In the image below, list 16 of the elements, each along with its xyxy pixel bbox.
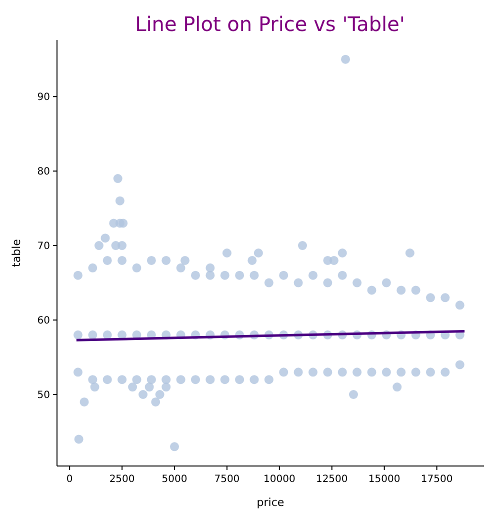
y-tick-label: 80 <box>37 166 50 178</box>
x-tick-label: 12500 <box>316 474 348 485</box>
x-tick-label: 15000 <box>368 474 400 485</box>
x-tick-label: 0 <box>66 474 73 485</box>
y-tick-label: 90 <box>37 92 50 104</box>
x-tick-label: 2500 <box>109 474 135 485</box>
x-tick-label: 7500 <box>214 474 240 485</box>
y-tick-label: 50 <box>37 390 50 402</box>
chart-title: Line Plot on Price vs 'Table' <box>135 12 405 36</box>
x-axis-title: price <box>256 496 284 509</box>
y-axis-title: table <box>10 238 23 267</box>
y-tick-label: 60 <box>37 316 50 327</box>
x-tick-label: 5000 <box>162 474 188 485</box>
x-tick-label: 17500 <box>420 474 453 485</box>
y-tick-label: 70 <box>37 241 50 252</box>
x-tick-label: 10000 <box>264 474 296 485</box>
